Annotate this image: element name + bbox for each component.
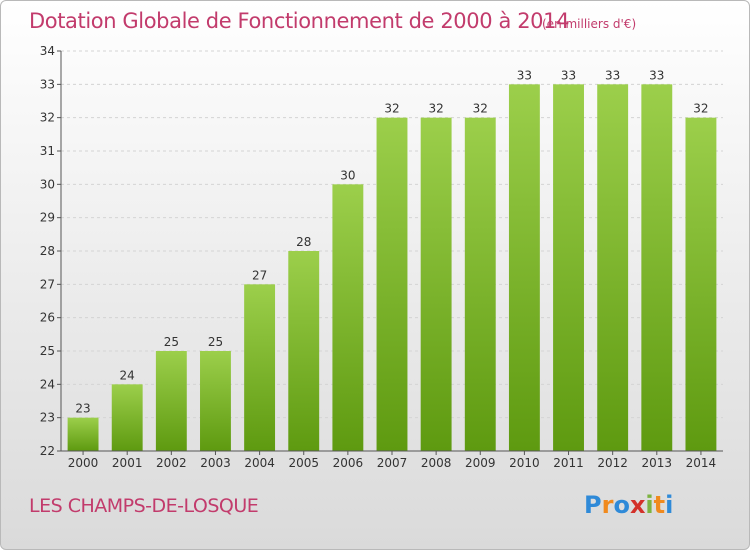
y-tick-label: 32 (40, 111, 55, 125)
logo-letter: P (584, 491, 602, 519)
y-tick-label: 27 (40, 277, 55, 291)
data-label-2011: 33 (561, 68, 576, 82)
y-tick-label: 25 (40, 344, 55, 358)
bar-2012 (597, 84, 629, 451)
data-label-2007: 32 (384, 102, 399, 116)
data-label-2012: 33 (605, 68, 620, 82)
bar-2008 (420, 117, 452, 452)
data-label-2010: 33 (517, 68, 532, 82)
commune-name: LES CHAMPS-DE-LOSQUE (29, 495, 259, 517)
bar-2002 (155, 351, 187, 451)
y-tick-label: 26 (40, 311, 55, 325)
x-tick-label-2014: 2014 (686, 456, 717, 470)
y-tick-label: 34 (40, 44, 55, 58)
y-tick-label: 29 (40, 211, 55, 225)
bar-2004 (244, 284, 276, 451)
logo-letter: t (653, 491, 666, 519)
x-tick-label-2010: 2010 (509, 456, 540, 470)
bar-2006 (332, 184, 364, 452)
chart-subtitle: (en milliers d'€) (542, 17, 637, 31)
axes (57, 50, 723, 455)
x-tick-label-2005: 2005 (288, 456, 319, 470)
proxiti-logo: Proxiti (584, 491, 673, 519)
y-tick-label: 28 (40, 244, 55, 258)
y-tick-label: 31 (40, 144, 55, 158)
x-tick-label-2011: 2011 (553, 456, 584, 470)
data-label-2001: 24 (120, 368, 135, 382)
x-tick-label-2004: 2004 (244, 456, 275, 470)
y-tick-label: 30 (40, 177, 55, 191)
data-label-2014: 32 (693, 102, 708, 116)
data-label-2005: 28 (296, 235, 311, 249)
bar-2014 (685, 117, 717, 452)
y-tick-label: 33 (40, 77, 55, 91)
y-tick-label: 22 (40, 444, 55, 458)
logo-letter: i (645, 491, 654, 519)
x-tick-label-2009: 2009 (465, 456, 496, 470)
data-label-2000: 23 (75, 402, 90, 416)
logo-letter: o (613, 491, 630, 519)
x-tick-label-2013: 2013 (642, 456, 673, 470)
data-label-2006: 30 (340, 168, 355, 182)
x-tick-label-2012: 2012 (597, 456, 628, 470)
x-tick-label-2006: 2006 (333, 456, 364, 470)
bars (67, 84, 717, 452)
logo-letter: x (629, 491, 646, 519)
x-tick-label-2008: 2008 (421, 456, 452, 470)
x-tick-label-2007: 2007 (377, 456, 408, 470)
data-label-2004: 27 (252, 268, 267, 282)
bar-2007 (376, 117, 408, 452)
y-tick-label: 23 (40, 411, 55, 425)
x-tick-label-2003: 2003 (200, 456, 231, 470)
chart-title: Dotation Globale de Fonctionnement de 20… (29, 9, 570, 33)
x-tick-label-2001: 2001 (112, 456, 143, 470)
bar-2001 (111, 384, 143, 451)
bar-2009 (464, 117, 496, 452)
bar-2005 (288, 251, 320, 451)
bar-2003 (200, 351, 231, 451)
x-tick-label-2002: 2002 (156, 456, 187, 470)
bar-2013 (641, 84, 673, 451)
data-label-2013: 33 (649, 68, 664, 82)
bar-2011 (553, 84, 584, 451)
logo-letter: r (601, 491, 614, 519)
bar-2010 (508, 84, 540, 451)
data-label-2008: 32 (428, 102, 443, 116)
bar-2000 (67, 417, 99, 451)
y-tick-label: 24 (40, 377, 55, 391)
labels: 22 23 24 25 26 27 28 29 30 31 32 33 34 23 2000 24 2001 25… (40, 44, 716, 470)
logo-letter: i (665, 491, 674, 519)
x-tick-label-2000: 2000 (68, 456, 99, 470)
data-label-2003: 25 (208, 335, 223, 349)
data-label-2009: 32 (473, 102, 488, 116)
data-label-2002: 25 (164, 335, 179, 349)
